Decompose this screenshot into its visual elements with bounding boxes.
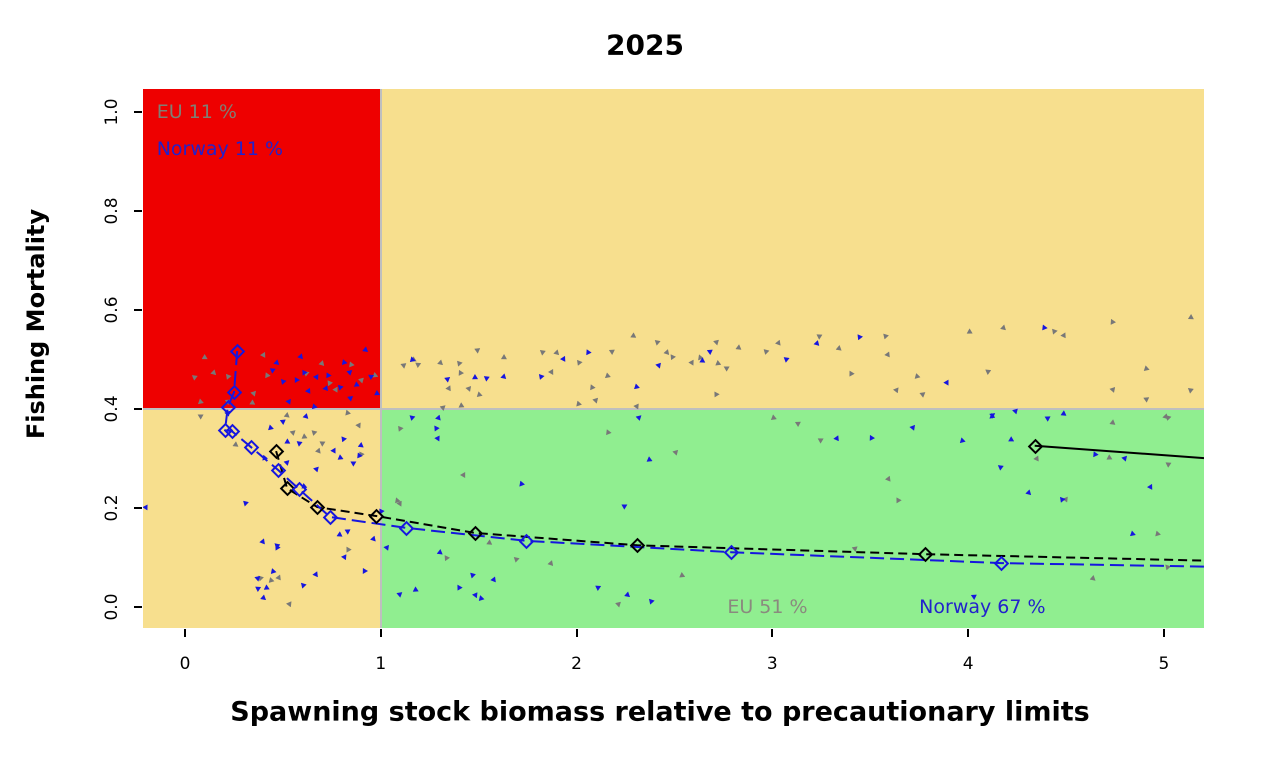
y-axis-tick-label: 0.6 [102, 296, 122, 324]
annotation-norway-67-: Norway 67 % [919, 596, 1046, 619]
biomass-limit-line [379, 89, 382, 628]
annotation-norway-11-: Norway 11 % [156, 137, 284, 160]
y-axis-tick [134, 308, 142, 311]
y-axis-tick-label: 0.4 [102, 395, 122, 423]
y-axis-tick [134, 408, 142, 411]
x-axis-tick-label: 4 [962, 654, 974, 674]
y-axis-tick [134, 606, 142, 609]
x-axis-tick [771, 629, 774, 637]
y-axis-tick [134, 507, 142, 510]
y-axis-tick [134, 209, 142, 212]
eu-trajectory-line [275, 450, 1204, 562]
x-axis-tick-label: 5 [1158, 654, 1170, 674]
x-axis-tick-label: 3 [766, 654, 778, 674]
x-axis-tick-label: 2 [571, 654, 583, 674]
x-axis-tick [967, 629, 970, 637]
plot-area: EU 11 % Norway 11 % EU 51 % Norway 67 % [143, 89, 1204, 628]
x-axis-title: Spawning stock biomass relative to preca… [230, 696, 1090, 728]
x-axis-tick [575, 629, 578, 637]
y-axis-tick [134, 110, 142, 113]
chart-title: 2025 [606, 28, 684, 62]
region-top-right [380, 89, 1204, 410]
region-bottom-right [380, 409, 1204, 628]
y-axis-tick-label: 1.0 [102, 98, 122, 126]
y-axis-title: Fishing Mortality [22, 208, 50, 440]
fishing-mortality-limit-line [143, 408, 1204, 411]
norway-simulation-point [1008, 436, 1015, 442]
norway-trajectory-line [223, 351, 1204, 568]
eu-simulation-point [201, 354, 208, 360]
annotation-eu-51-: EU 51 % [727, 596, 808, 619]
annotation-eu-11-: EU 11 % [156, 100, 237, 123]
trajectory-lines-layer [223, 351, 1204, 568]
x-axis-tick [1162, 629, 1165, 637]
y-axis-tick-label: 0.2 [102, 494, 122, 522]
x-axis-tick-label: 0 [179, 654, 191, 674]
eu-trajectory-high-f-line [1034, 444, 1204, 460]
x-axis-tick [379, 629, 382, 637]
y-axis-tick-label: 0.0 [102, 593, 122, 621]
y-axis-tick-label: 0.8 [102, 197, 122, 225]
x-axis-tick [184, 629, 187, 637]
x-axis-tick-label: 1 [375, 654, 387, 674]
